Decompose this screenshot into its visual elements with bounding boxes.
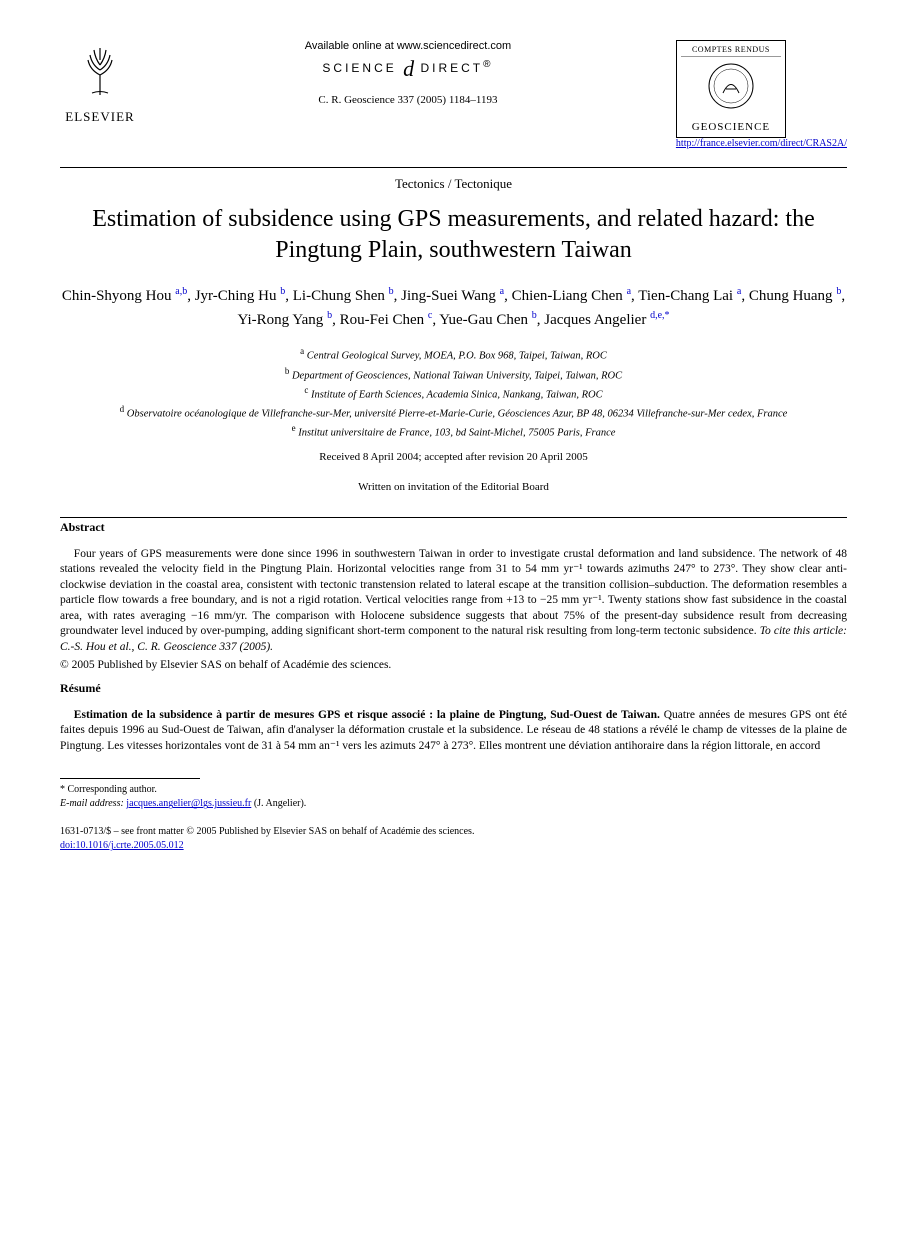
- journal-reference: C. R. Geoscience 337 (2005) 1184–1193: [160, 94, 656, 106]
- corresponding-email-link[interactable]: jacques.angelier@lgs.jussieu.fr: [126, 798, 251, 809]
- article-title: Estimation of subsidence using GPS measu…: [60, 204, 847, 266]
- doi-link[interactable]: doi:10.1016/j.crte.2005.05.012: [60, 840, 184, 851]
- corresponding-email-row: E-mail address: jacques.angelier@lgs.jus…: [60, 797, 847, 811]
- science-direct-logo: SCIENCE d DIRECT®: [160, 56, 656, 82]
- abstract-top-divider: [60, 517, 847, 518]
- abstract-body: Four years of GPS measurements were done…: [60, 547, 847, 656]
- section-label: Tectonics / Tectonique: [60, 176, 847, 192]
- abstract-text: Four years of GPS measurements were done…: [60, 548, 847, 638]
- header-row: ELSEVIER Available online at www.science…: [60, 40, 847, 157]
- received-accepted-dates: Received 8 April 2004; accepted after re…: [60, 451, 847, 463]
- elsevier-tree-icon: [60, 40, 140, 107]
- available-online-text: Available online at www.sciencedirect.co…: [160, 40, 656, 52]
- resume-fr-title: Estimation de la subsidence à partir de …: [74, 709, 660, 721]
- footer-separator: [60, 778, 200, 779]
- copyright-line: © 2005 Published by Elsevier SAS on beha…: [60, 659, 847, 671]
- invitation-note: Written on invitation of the Editorial B…: [60, 481, 847, 493]
- journal-badge: COMPTES RENDUS GEOSCIENCE: [676, 40, 786, 138]
- badge-journal-name: GEOSCIENCE: [681, 121, 781, 133]
- issn-front-matter: 1631-0713/$ – see front matter © 2005 Pu…: [60, 825, 847, 839]
- abstract-heading: Abstract: [60, 520, 847, 535]
- journal-url-row: http://france.elsevier.com/direct/CRAS2A…: [676, 138, 847, 149]
- affiliations-block: a Central Geological Survey, MOEA, P.O. …: [60, 345, 847, 441]
- publisher-name: ELSEVIER: [60, 109, 140, 125]
- footer-meta: 1631-0713/$ – see front matter © 2005 Pu…: [60, 825, 847, 853]
- academy-seal-icon: [681, 61, 781, 117]
- center-header: Available online at www.sciencedirect.co…: [140, 40, 676, 106]
- corresponding-email-name: (J. Angelier).: [254, 798, 307, 809]
- email-address-label: E-mail address:: [60, 798, 124, 809]
- corresponding-author-block: * Corresponding author. E-mail address: …: [60, 783, 847, 811]
- header-divider: [60, 167, 847, 168]
- badge-top-label: COMPTES RENDUS: [681, 45, 781, 57]
- author-list: Chin-Shyong Hou a,b, Jyr-Ching Hu b, Li-…: [60, 284, 847, 331]
- corresponding-label: * Corresponding author.: [60, 783, 847, 797]
- journal-url-link[interactable]: http://france.elsevier.com/direct/CRAS2A…: [676, 138, 847, 149]
- resume-heading: Résumé: [60, 681, 847, 696]
- resume-body: Estimation de la subsidence à partir de …: [60, 708, 847, 755]
- journal-badge-column: COMPTES RENDUS GEOSCIENCE http://france.…: [676, 40, 847, 157]
- publisher-logo: ELSEVIER: [60, 40, 140, 125]
